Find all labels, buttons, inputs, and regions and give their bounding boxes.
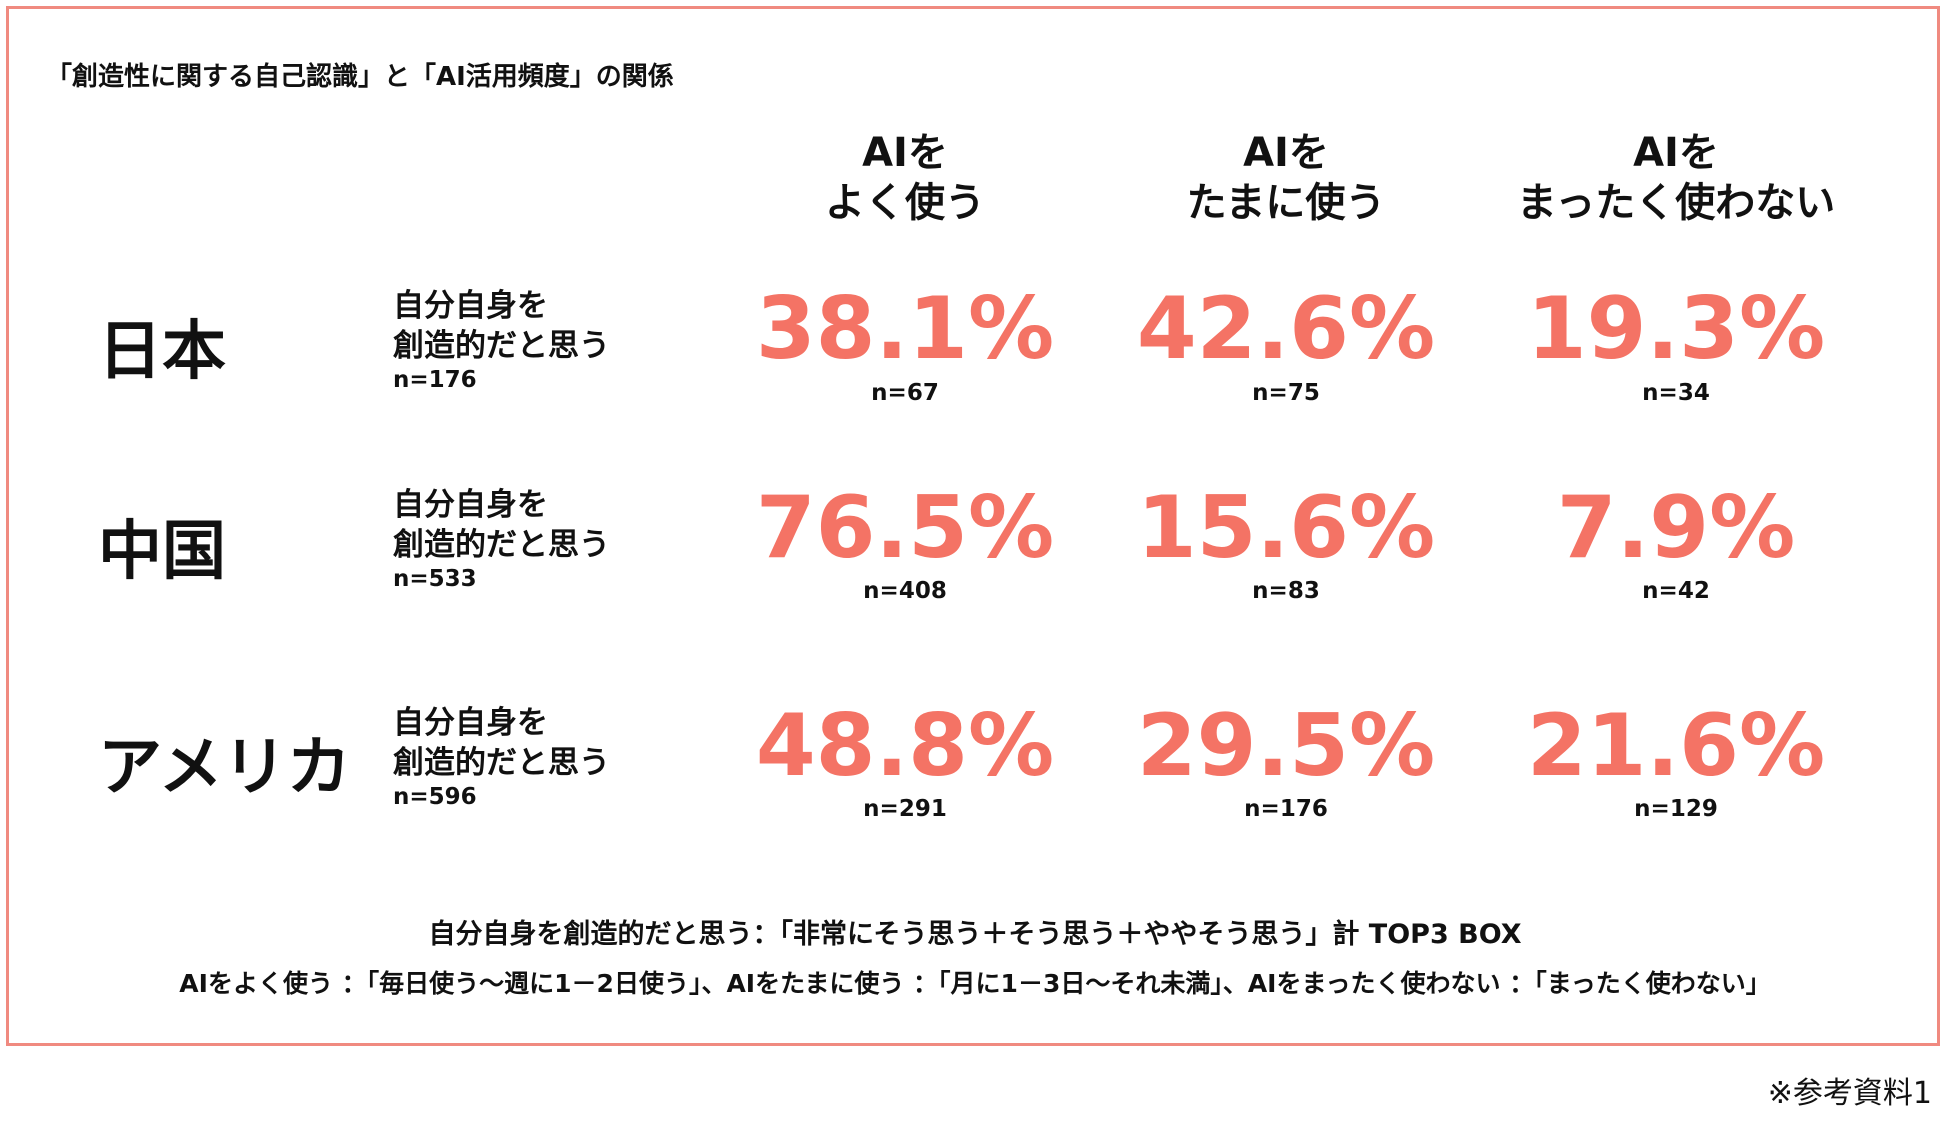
row-sample-size: n=596 [393,784,477,810]
n-china-never: n=42 [1642,578,1710,604]
n-usa-never: n=129 [1634,796,1718,822]
n-china-often: n=408 [863,578,947,604]
column-header-never: AIを まったく使わない [1456,128,1896,228]
n-japan-never: n=34 [1642,380,1710,406]
column-header-line1: AIを [862,130,948,176]
value-japan-never: 19.3% [1526,279,1826,379]
row-description-line1: 自分自身を [393,288,548,324]
row-description-line2: 創造的だと思う [393,328,610,364]
n-usa-sometimes: n=176 [1244,796,1328,822]
chart-title: 「創造性に関する自己認識」と「AI活用頻度」の関係 [46,62,674,92]
n-japan-often: n=67 [871,380,939,406]
chart-frame [6,6,1940,1046]
n-usa-often: n=291 [863,796,947,822]
value-japan-sometimes: 42.6% [1136,279,1436,379]
row-description-line1: 自分自身を [393,705,548,741]
value-usa-sometimes: 29.5% [1136,696,1436,796]
footnote-frequency: AIをよく使う ：「毎日使う～週に1－2日使う」、AIをたまに使う ：「月に1－… [179,969,1771,998]
value-china-often: 76.5% [755,478,1055,578]
column-header-line2: まったく使わない [1516,180,1836,226]
value-china-sometimes: 15.6% [1136,478,1436,578]
row-description-line2: 創造的だと思う [393,527,610,563]
column-header-often: AIを よく使う [685,128,1125,228]
column-header-line2: たまに使う [1186,180,1386,226]
column-header-line2: よく使う [825,180,985,226]
value-china-never: 7.9% [1556,478,1796,578]
row-description-line2: 創造的だと思う [393,745,610,781]
source-note: ※参考資料1 [1767,1076,1932,1111]
value-usa-never: 21.6% [1526,696,1826,796]
value-usa-often: 48.8% [755,696,1055,796]
row-sample-size: n=533 [393,566,477,592]
row-description-china: 自分自身を 創造的だと思う n=533 [393,485,610,593]
column-header-line1: AIを [1243,130,1329,176]
country-label-japan: 日本 [98,315,226,389]
value-japan-often: 38.1% [755,279,1055,379]
row-description-usa: 自分自身を 創造的だと思う n=596 [393,703,610,811]
column-header-sometimes: AIを たまに使う [1066,128,1506,228]
footnote-definition: 自分自身を創造的だと思う：「非常にそう思う＋そう思う＋ややそう思う」計 TOP3… [428,919,1522,950]
n-japan-sometimes: n=75 [1252,380,1320,406]
country-label-usa: アメリカ [98,731,351,805]
column-header-line1: AIを [1633,130,1719,176]
row-description-japan: 自分自身を 創造的だと思う n=176 [393,286,610,394]
row-description-line1: 自分自身を [393,487,548,523]
n-china-sometimes: n=83 [1252,578,1320,604]
row-sample-size: n=176 [393,367,477,393]
country-label-china: 中国 [98,515,226,589]
